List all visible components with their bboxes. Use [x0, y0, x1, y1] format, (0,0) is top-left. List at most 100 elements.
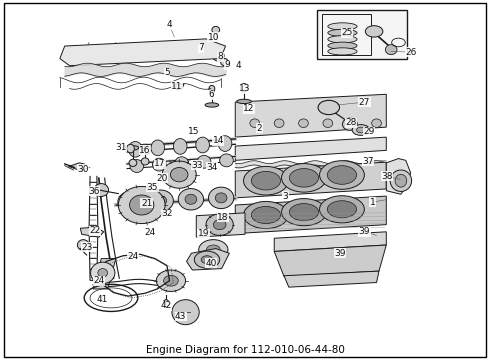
Ellipse shape	[128, 141, 142, 157]
Text: 6: 6	[208, 90, 214, 99]
Text: 12: 12	[243, 104, 255, 113]
Ellipse shape	[366, 26, 383, 37]
Ellipse shape	[251, 206, 281, 224]
Text: 24: 24	[93, 276, 104, 285]
Text: 37: 37	[362, 157, 373, 166]
Ellipse shape	[126, 144, 134, 153]
Polygon shape	[187, 249, 229, 270]
Text: 31: 31	[115, 143, 126, 152]
Ellipse shape	[185, 194, 197, 204]
Ellipse shape	[145, 147, 150, 154]
Ellipse shape	[244, 166, 288, 195]
Text: 40: 40	[205, 259, 217, 268]
Ellipse shape	[319, 161, 365, 189]
Text: 18: 18	[218, 213, 229, 222]
Text: 23: 23	[81, 243, 92, 252]
Text: 3: 3	[283, 192, 288, 201]
Text: 24: 24	[145, 228, 156, 237]
Text: 4: 4	[167, 20, 172, 29]
Text: 30: 30	[77, 165, 89, 174]
Polygon shape	[386, 158, 411, 194]
Ellipse shape	[151, 140, 165, 156]
Ellipse shape	[196, 137, 209, 153]
Ellipse shape	[385, 45, 397, 55]
Polygon shape	[174, 84, 184, 90]
Ellipse shape	[328, 36, 357, 43]
Text: 7: 7	[198, 43, 204, 52]
Ellipse shape	[206, 214, 233, 235]
Text: 39: 39	[359, 227, 370, 236]
Polygon shape	[69, 163, 89, 171]
Ellipse shape	[195, 251, 220, 268]
Ellipse shape	[173, 139, 187, 154]
Text: 17: 17	[154, 159, 166, 168]
Text: 9: 9	[224, 60, 230, 69]
Ellipse shape	[127, 146, 139, 150]
Text: 1: 1	[370, 198, 375, 207]
Ellipse shape	[319, 196, 365, 223]
Polygon shape	[196, 213, 245, 237]
Ellipse shape	[352, 125, 370, 135]
Ellipse shape	[318, 100, 340, 114]
Ellipse shape	[91, 262, 115, 284]
Polygon shape	[93, 258, 116, 289]
Polygon shape	[235, 196, 386, 234]
Text: 43: 43	[175, 312, 186, 321]
Ellipse shape	[343, 118, 357, 130]
Ellipse shape	[212, 50, 224, 61]
Ellipse shape	[208, 187, 234, 208]
Text: 5: 5	[164, 68, 170, 77]
Ellipse shape	[289, 168, 318, 187]
Ellipse shape	[164, 275, 178, 286]
Ellipse shape	[220, 59, 228, 66]
Ellipse shape	[130, 159, 144, 172]
Ellipse shape	[178, 189, 203, 210]
Bar	[317, 10, 407, 59]
Ellipse shape	[156, 270, 186, 292]
Text: 27: 27	[359, 98, 370, 107]
Ellipse shape	[240, 84, 248, 92]
Ellipse shape	[212, 26, 220, 33]
Ellipse shape	[129, 195, 154, 215]
Text: 42: 42	[160, 301, 172, 310]
Ellipse shape	[172, 300, 199, 325]
Ellipse shape	[347, 119, 357, 127]
Ellipse shape	[197, 156, 211, 168]
Ellipse shape	[94, 184, 109, 197]
Text: 39: 39	[334, 249, 346, 258]
Text: 10: 10	[208, 33, 219, 42]
Text: 16: 16	[139, 146, 151, 155]
Ellipse shape	[327, 201, 357, 218]
Ellipse shape	[152, 158, 166, 171]
Ellipse shape	[162, 161, 196, 188]
Ellipse shape	[282, 199, 326, 226]
Ellipse shape	[199, 240, 228, 260]
Text: Engine Diagram for 112-010-06-44-80: Engine Diagram for 112-010-06-44-80	[146, 345, 344, 355]
Ellipse shape	[244, 202, 288, 229]
Text: 34: 34	[207, 163, 218, 172]
Ellipse shape	[251, 171, 281, 190]
Text: 4: 4	[236, 61, 242, 70]
Polygon shape	[284, 271, 379, 287]
Ellipse shape	[218, 136, 232, 152]
Ellipse shape	[395, 174, 407, 187]
Text: 35: 35	[147, 183, 158, 192]
Ellipse shape	[124, 197, 136, 207]
Ellipse shape	[118, 192, 143, 213]
Ellipse shape	[215, 193, 227, 203]
Ellipse shape	[175, 157, 189, 170]
Ellipse shape	[328, 23, 357, 30]
Ellipse shape	[390, 170, 412, 192]
Ellipse shape	[205, 103, 219, 107]
Text: 33: 33	[192, 161, 203, 170]
Ellipse shape	[201, 256, 213, 264]
Ellipse shape	[372, 119, 381, 127]
Ellipse shape	[171, 167, 188, 182]
Ellipse shape	[148, 190, 173, 211]
Ellipse shape	[328, 29, 357, 36]
Text: 28: 28	[345, 118, 357, 127]
Text: 21: 21	[141, 199, 152, 208]
Polygon shape	[235, 94, 386, 137]
Ellipse shape	[298, 119, 308, 127]
Ellipse shape	[220, 154, 233, 167]
